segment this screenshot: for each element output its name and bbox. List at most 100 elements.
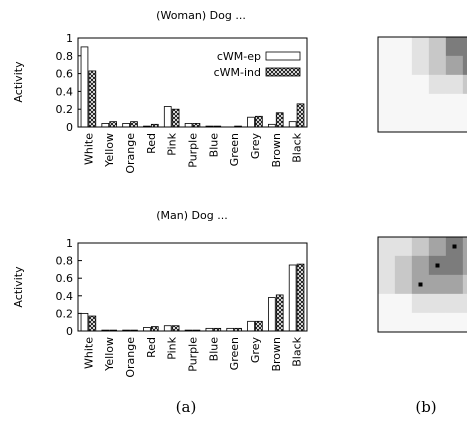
chart-title: (Woman) Dog ... (156, 9, 246, 22)
heatmap-cell (462, 312, 467, 333)
x-tick-labels: White Yellow Orange Red Pink Purple Blue Green G… (82, 132, 303, 173)
heatmap-cell (394, 312, 413, 333)
heatmap-cell (445, 293, 464, 314)
heatmap-cell (462, 255, 467, 276)
heatmap-frame (377, 236, 467, 333)
heatmap-cell (394, 93, 413, 114)
heatmap-cell (445, 255, 464, 276)
panel-label-a: (a) (176, 398, 197, 416)
x-tick-label-grey: Grey (249, 337, 262, 364)
y-tick-label: 0.6 (56, 68, 74, 81)
y-tick-label: 0.2 (56, 103, 74, 116)
x-tick-label-black: Black (291, 132, 304, 162)
x-tick-label-red: Red (145, 133, 158, 154)
heatmap-cell (411, 37, 430, 57)
heatmap-cell (428, 93, 447, 114)
heatmap-cell (378, 293, 396, 314)
y-tick-label: 0 (66, 121, 73, 134)
heatmap-cell (462, 112, 467, 133)
bar-ind-black (296, 263, 305, 332)
legend-label-cwm-ind: cWM-ind (214, 66, 261, 79)
x-tick-label-red: Red (145, 337, 158, 358)
x-tick-label-white: White (82, 337, 95, 369)
bar-ep-brown (268, 297, 276, 332)
bar-ep-pink (163, 325, 172, 332)
heatmap-cell (445, 274, 464, 295)
heatmap-cell (445, 112, 464, 133)
heatmap-cell (378, 37, 396, 57)
heatmap-cell (428, 274, 447, 295)
bar-ep-grey (247, 116, 255, 128)
y-tick-label: 0.6 (56, 272, 74, 285)
panel-label-b: (b) (415, 398, 436, 416)
x-tick-label-black: Black (291, 336, 304, 366)
heatmap-cell (428, 112, 447, 133)
x-tick-label-green: Green (228, 133, 241, 166)
x-tick-label-yellow: Yellow (103, 133, 116, 168)
y-ticks: 0 0.2 0.4 0.6 0.8 1 (56, 237, 82, 338)
bars (80, 263, 305, 332)
legend: cWM-ep cWM-ind (214, 50, 301, 79)
bar-ep-white (80, 46, 89, 128)
chart-title: (Man) Dog ... (156, 209, 227, 222)
heatmap-cell (378, 237, 396, 257)
chart-woman-dog: (Woman) Dog ... Activity 00.20.40.60.81 … (12, 9, 308, 174)
heatmap-cell (394, 293, 413, 314)
heatmap-cells (378, 237, 467, 333)
plot-frame (77, 242, 308, 332)
heatmap-cell (378, 255, 396, 276)
x-tick-label-brown: Brown (270, 337, 283, 372)
bar-ep-black (288, 121, 297, 128)
bar-ep-purple (184, 123, 193, 128)
heatmap-cell (445, 55, 464, 76)
heatmap-cell (411, 255, 430, 276)
heatmap-cell (378, 74, 396, 95)
heatmap-marker (418, 282, 423, 287)
x-tick-label-blue: Blue (207, 337, 220, 362)
x-tick-label-yellow: Yellow (103, 337, 116, 372)
y-tick-label: 1 (66, 237, 73, 250)
y-axis-label: Activity (12, 61, 25, 103)
y-tick-label: 0.2 (56, 307, 74, 320)
heatmap-cell (394, 255, 413, 276)
plot-frame (77, 37, 308, 128)
heatmap-cell (445, 312, 464, 333)
bar-ind-brown (275, 112, 284, 128)
y-tick-label: 0.4 (56, 290, 74, 303)
heatmap-woman (377, 36, 467, 133)
bars (80, 46, 305, 128)
heatmap-frame (377, 36, 467, 133)
heatmap-cell (428, 237, 447, 257)
x-tick-label-purple: Purple (187, 337, 200, 372)
heatmap-cell (445, 37, 464, 57)
bar-ind-white (88, 315, 97, 332)
heatmap-cell (394, 112, 413, 133)
heatmap-cell (462, 93, 467, 114)
y-tick-label: 0.8 (56, 255, 74, 268)
heatmap-cell (428, 312, 447, 333)
bar-ep-red (143, 327, 151, 332)
bar-ind-red (150, 326, 159, 332)
bar-ind-black (296, 103, 305, 128)
heatmap-cell (394, 55, 413, 76)
bar-ind-yellow (109, 121, 117, 128)
x-tick-label-pink: Pink (166, 336, 179, 359)
bar-ind-brown (275, 294, 284, 332)
heatmap-cell (428, 74, 447, 95)
heatmap-cell (462, 293, 467, 314)
bar-ind-grey (255, 115, 263, 128)
heatmap-cell (394, 237, 413, 257)
heatmap-cells (378, 37, 467, 133)
bar-ind-pink (171, 325, 180, 332)
heatmap-cell (378, 112, 396, 133)
heatmap-cell (445, 93, 464, 114)
x-tick-label-white: White (82, 133, 95, 165)
x-tick-label-brown: Brown (270, 133, 283, 168)
bar-ep-black (288, 264, 297, 332)
x-tick-labels: White Yellow Orange Red Pink Purple Blue Green G… (82, 336, 303, 377)
heatmap-cell (411, 55, 430, 76)
heatmap-cell (462, 74, 467, 95)
x-tick-label-orange: Orange (124, 133, 137, 174)
heatmap-cell (394, 74, 413, 95)
